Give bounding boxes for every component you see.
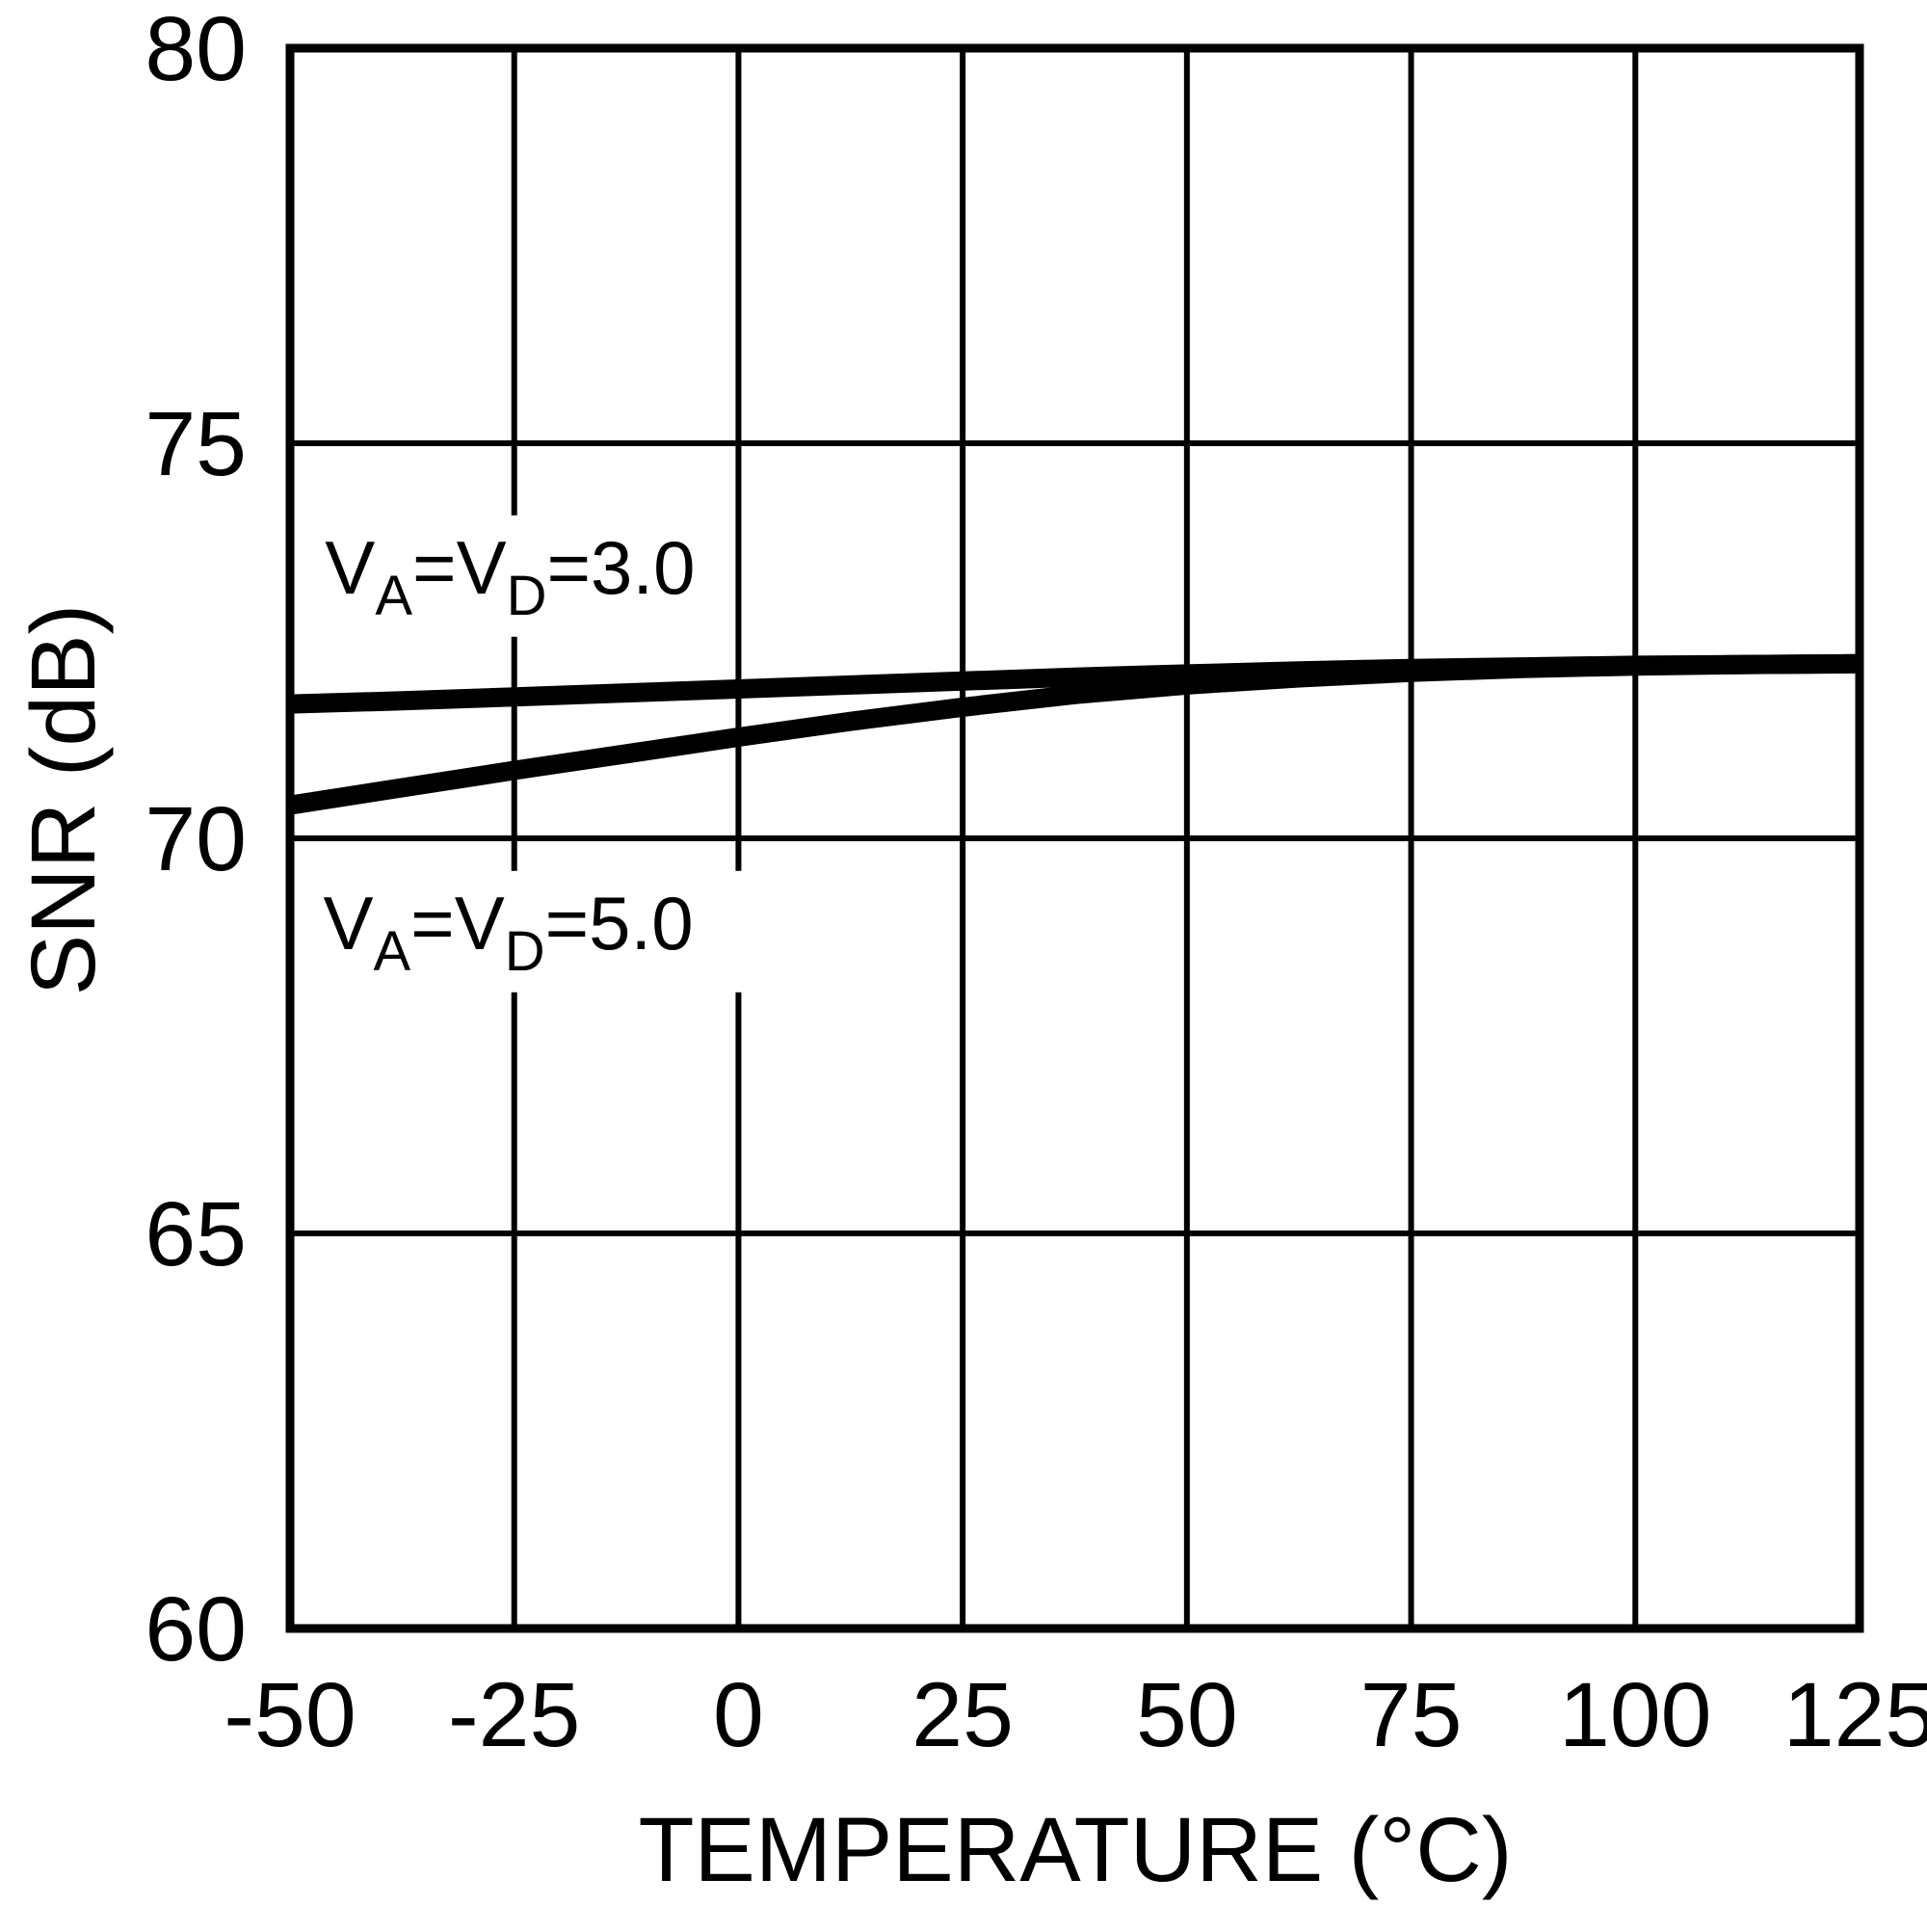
y-tick-label: 70 bbox=[145, 788, 247, 890]
x-tick-label: 25 bbox=[911, 1664, 1014, 1766]
curve-label: VA=VD=3.0 bbox=[325, 525, 695, 627]
x-axis-title: TEMPERATURE (°C) bbox=[638, 1799, 1512, 1901]
series-curve bbox=[288, 653, 1861, 815]
x-tick-label: -50 bbox=[224, 1664, 356, 1766]
y-tick-label: 65 bbox=[145, 1183, 247, 1285]
y-tick-label: 75 bbox=[145, 393, 247, 495]
x-tick-label: 75 bbox=[1360, 1664, 1463, 1766]
curve-label-backdrop bbox=[313, 515, 713, 637]
plot-layer: VA=VD=3.0 VA=VD=5.0 60 65 70 75 80 -50 -25 0 25 50 7… bbox=[145, 0, 1927, 1766]
x-tick-label: 50 bbox=[1136, 1664, 1238, 1766]
y-axis-title: SNR (dB) bbox=[13, 604, 115, 995]
x-tick-label: 125 bbox=[1783, 1664, 1927, 1766]
plot-border bbox=[285, 43, 1864, 1633]
y-tick-label: 60 bbox=[145, 1578, 247, 1681]
curve-label-backdrop bbox=[311, 870, 759, 992]
x-tick-label: -25 bbox=[448, 1664, 580, 1766]
x-tick-label: 100 bbox=[1559, 1664, 1712, 1766]
y-tick-label: 80 bbox=[145, 0, 247, 100]
x-tick-label: 0 bbox=[713, 1664, 764, 1766]
curve-label: VA=VD=5.0 bbox=[323, 881, 693, 983]
